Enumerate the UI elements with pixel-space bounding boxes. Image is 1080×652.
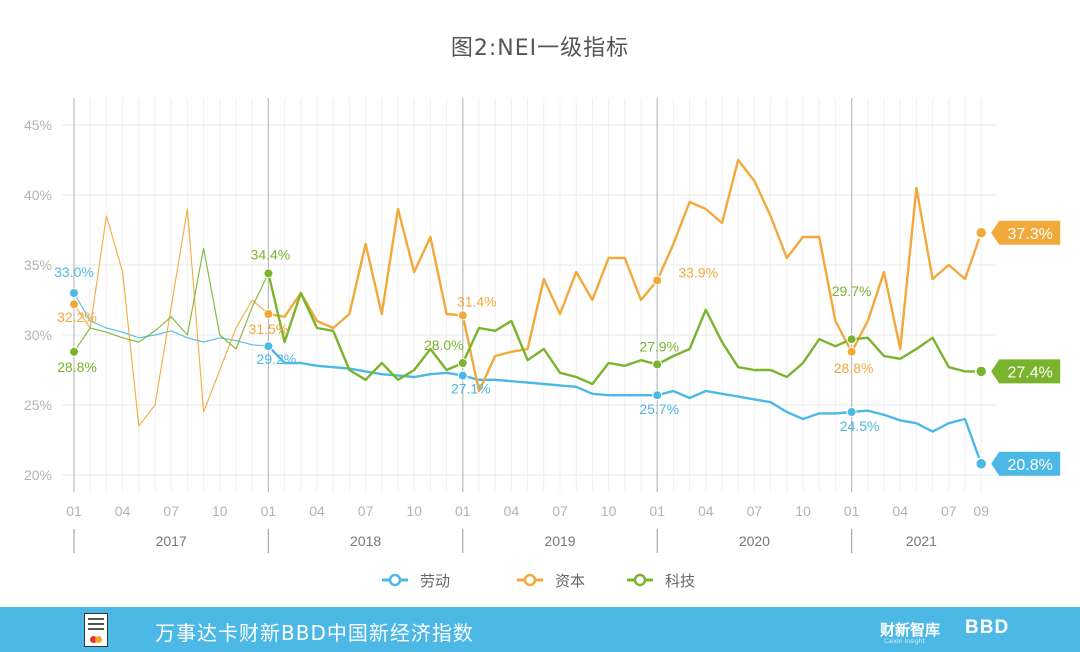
x-tick-label: 01 bbox=[261, 503, 277, 519]
x-tick-label: 04 bbox=[504, 503, 520, 519]
data-point-marker bbox=[457, 370, 468, 381]
data-point-marker bbox=[846, 346, 857, 357]
data-labels: 33.0% 29.2% 27.1% 25.7% 24.5% 20.8% 32.2% 31.5%… bbox=[54, 220, 1061, 476]
legend-marker bbox=[388, 573, 402, 587]
x-tick-label: 01 bbox=[455, 503, 471, 519]
y-tick-label: 25% bbox=[24, 397, 52, 413]
legend-label: 资本 bbox=[555, 572, 585, 590]
data-point-marker bbox=[652, 390, 663, 401]
data-label: 33.9% bbox=[678, 264, 718, 280]
x-tick-label: 07 bbox=[163, 503, 179, 519]
legend-label: 科技 bbox=[665, 572, 695, 590]
series-line-劳动 bbox=[267, 345, 983, 465]
data-label: 31.4% bbox=[457, 293, 497, 309]
data-label: 24.5% bbox=[840, 418, 880, 434]
data-point-marker bbox=[846, 334, 857, 345]
y-tick-label: 30% bbox=[24, 327, 52, 343]
end-value-label: 37.3% bbox=[1008, 226, 1053, 243]
year-label: 2019 bbox=[544, 533, 575, 549]
end-value-label: 20.8% bbox=[1008, 457, 1053, 474]
data-point-marker bbox=[457, 358, 468, 368]
y-tick-label: 35% bbox=[24, 257, 52, 273]
data-point-marker bbox=[263, 341, 274, 352]
y-axis: 20% 25% 30% 35% 40% 45% bbox=[24, 117, 52, 483]
caixin-insight-subtitle: Caixin Insight bbox=[884, 638, 925, 645]
legend-label: 劳动 bbox=[420, 572, 450, 590]
data-point-marker bbox=[457, 310, 468, 321]
x-tick-label: 10 bbox=[406, 503, 422, 519]
legend-marker bbox=[523, 573, 537, 587]
year-label: 2017 bbox=[156, 533, 187, 549]
grid bbox=[62, 98, 996, 492]
data-point-marker bbox=[652, 275, 663, 286]
data-label: 27.9% bbox=[639, 338, 679, 354]
x-tick-label: 07 bbox=[552, 503, 568, 519]
y-tick-label: 45% bbox=[24, 117, 52, 133]
series-line-资本 bbox=[268, 158, 983, 393]
x-tick-label: 04 bbox=[892, 503, 908, 519]
x-tick-label: 01 bbox=[66, 503, 82, 519]
data-label: 28.8% bbox=[57, 359, 97, 375]
series-line-early-劳动 bbox=[73, 292, 269, 347]
data-label: 29.2% bbox=[257, 351, 297, 367]
data-point-marker bbox=[263, 268, 274, 279]
x-tick-label: 01 bbox=[649, 503, 665, 519]
x-tick-label: 10 bbox=[212, 503, 228, 519]
line-chart: 20%25%30%35%40%45% 01 04 07 10 01 04 07 10 01 04 0… bbox=[24, 98, 1061, 590]
caixin-insight-logo: 财新智库 bbox=[880, 621, 941, 639]
data-label: 28.0% bbox=[424, 337, 464, 353]
series-lines bbox=[73, 158, 983, 465]
x-tick-label: 07 bbox=[358, 503, 374, 519]
end-value-tag bbox=[991, 359, 1061, 384]
end-value-tag bbox=[991, 220, 1061, 245]
x-tick-label: 10 bbox=[795, 503, 811, 519]
data-point-marker bbox=[846, 407, 857, 417]
x-tick-label: 07 bbox=[747, 503, 763, 519]
footer-title: 万事达卡财新BBD中国新经济指数 bbox=[155, 621, 474, 645]
x-tick-label: 07 bbox=[941, 503, 957, 519]
data-label: 27.1% bbox=[451, 381, 491, 397]
year-label: 2021 bbox=[906, 533, 937, 549]
x-axis: 01 04 07 10 01 04 07 10 01 04 07 10 01 04 07 10 01 04 07 09… bbox=[66, 503, 989, 553]
end-value-tag bbox=[991, 451, 1061, 476]
data-point-marker bbox=[263, 309, 274, 319]
x-tick-label: 04 bbox=[698, 503, 714, 519]
data-label: 34.4% bbox=[251, 246, 291, 262]
x-tick-label: 04 bbox=[115, 503, 131, 519]
data-point-marker bbox=[69, 346, 79, 357]
year-label: 2018 bbox=[350, 533, 381, 549]
end-value-label: 27.4% bbox=[1008, 364, 1053, 381]
data-label: 25.7% bbox=[639, 401, 679, 417]
x-tick-label: 10 bbox=[601, 503, 617, 519]
data-label: 33.0% bbox=[54, 264, 94, 280]
data-point-marker bbox=[69, 299, 79, 310]
x-tick-label: 09 bbox=[973, 503, 989, 519]
chart-title: 图2:NEI一级指标 bbox=[450, 36, 630, 61]
x-tick-label: 04 bbox=[309, 503, 325, 519]
data-label: 28.8% bbox=[834, 360, 874, 376]
y-tick-label: 20% bbox=[24, 467, 52, 483]
end-point-marker bbox=[974, 365, 988, 378]
series-line-early-科技 bbox=[73, 247, 269, 353]
y-tick-label: 40% bbox=[24, 187, 52, 203]
end-point-marker bbox=[974, 226, 988, 240]
year-label: 2020 bbox=[739, 533, 770, 549]
data-label: 29.7% bbox=[832, 283, 872, 299]
series-line-科技 bbox=[267, 273, 982, 386]
data-label: 31.5% bbox=[249, 321, 289, 337]
data-point-marker bbox=[69, 288, 79, 298]
data-label: 32.2% bbox=[57, 309, 97, 325]
bbd-logo: BBD bbox=[965, 617, 1010, 638]
footer-banner: 万事达卡财新BBD中国新经济指数 财新智库 Caixin Insight BBD bbox=[0, 607, 1080, 652]
end-point-marker bbox=[974, 457, 988, 471]
x-tick-label: 01 bbox=[844, 503, 860, 519]
legend: 劳动 资本 科技 bbox=[382, 572, 695, 590]
data-point-marker bbox=[652, 359, 663, 370]
nei-logo bbox=[84, 613, 108, 647]
series-line-early-资本 bbox=[73, 208, 269, 427]
legend-marker bbox=[633, 573, 647, 587]
